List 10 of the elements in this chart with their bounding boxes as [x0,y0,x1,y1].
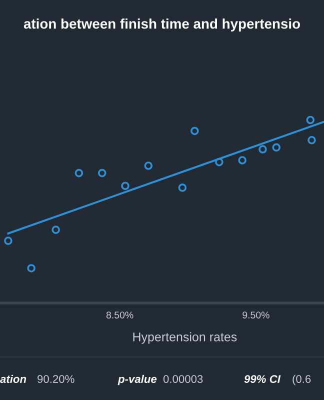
x-axis-title: Hypertension rates [133,332,237,344]
text: p-value [118,374,157,386]
text: 0.00003 [163,375,203,383]
x-tick-label: 8.50% [106,312,134,318]
x-tick-label: 9.50% [242,312,270,318]
text: 99% CI [244,375,281,383]
chart-title: ation between finish time and hypertensio [24,18,300,32]
text: (0.6 [292,374,311,386]
text: ation [0,374,26,383]
text: 90.20% [38,375,74,383]
